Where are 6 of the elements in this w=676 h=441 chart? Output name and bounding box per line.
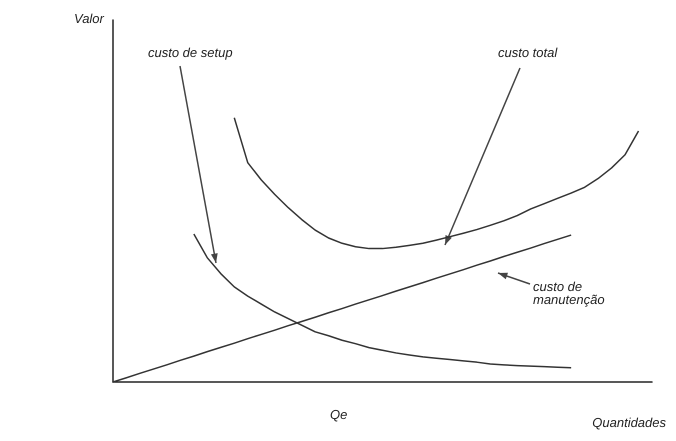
text: Qe xyxy=(330,407,348,422)
text: custo de setup xyxy=(148,45,233,60)
x-axis-title: Quantidades xyxy=(592,415,666,430)
text: Valor xyxy=(74,11,105,26)
text: custo de manutenção xyxy=(533,279,605,307)
text: custo total xyxy=(498,45,558,60)
